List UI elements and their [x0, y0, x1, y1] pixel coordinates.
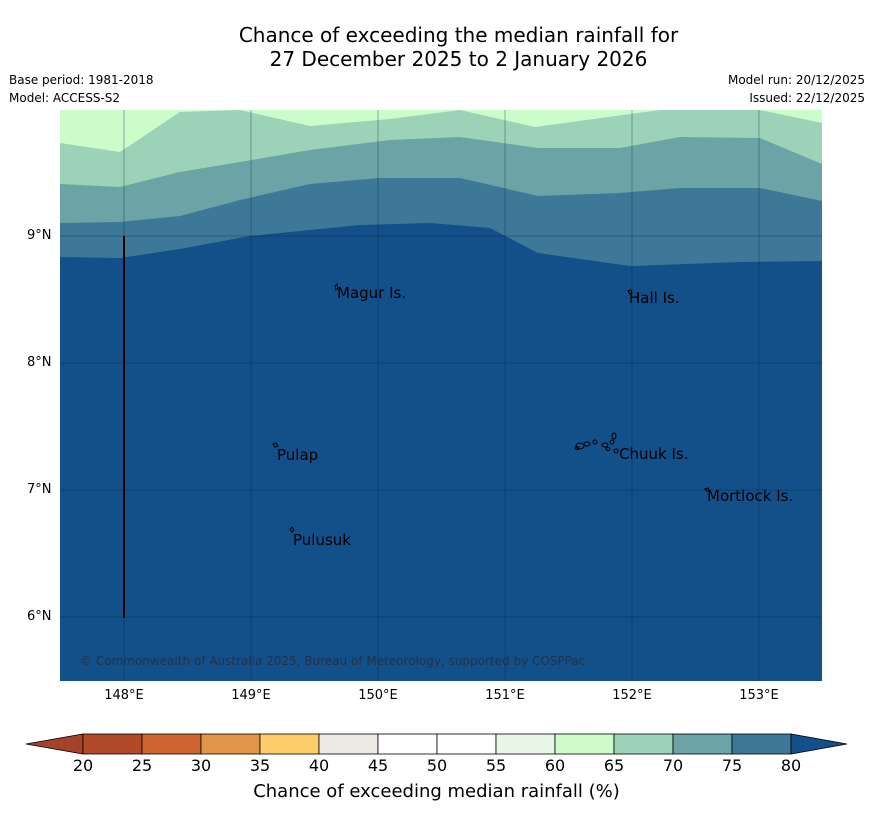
- label-hall-is: Hall Is.: [629, 289, 680, 307]
- y-tick-9n: 9°N: [27, 228, 52, 243]
- label-mortlock-is: Mortlock Is.: [707, 487, 794, 505]
- island-outlines: [272, 283, 711, 533]
- colorbar-tick-20: 20: [72, 756, 94, 775]
- model-run: Model run: 20/12/2025: [727, 73, 865, 87]
- grid-lines: [60, 110, 822, 681]
- copyright-notice: © Commonwealth of Australia 2025, Bureau…: [80, 654, 586, 668]
- chart-title: Chance of exceeding the median rainfall …: [0, 23, 873, 71]
- title-line-2: 27 December 2025 to 2 January 2026: [269, 47, 648, 71]
- colorbar: [25, 733, 848, 755]
- magur-island-shape: [334, 283, 339, 291]
- meta-left: Base period: 1981-2018 Model: ACCESS-S2: [9, 71, 154, 107]
- colorbar-segment-40-45: [318, 733, 379, 755]
- colorbar-segment-45-50: [377, 733, 438, 755]
- colorbar-segment-60-65: [554, 733, 615, 755]
- x-tick-150e: 150°E: [358, 688, 398, 703]
- band-60: [60, 110, 822, 152]
- colorbar-tick-50: 50: [426, 756, 448, 775]
- chuuk-lagoon-shapes: [574, 432, 619, 454]
- colorbar-segment-55-60: [495, 733, 556, 755]
- hall-island-shape: [627, 289, 633, 295]
- colorbar-tick-45: 45: [367, 756, 389, 775]
- y-tick-6n: 6°N: [27, 609, 52, 624]
- colorbar-segment-65-70: [613, 733, 674, 755]
- map-panel[interactable]: [60, 110, 822, 681]
- colorbar-tick-65: 65: [603, 756, 625, 775]
- colorbar-arrow-high: [790, 733, 848, 755]
- meta-right: Model run: 20/12/2025 Issued: 22/12/2025: [728, 71, 865, 107]
- colorbar-tick-40: 40: [308, 756, 330, 775]
- colorbar-tick-25: 25: [131, 756, 153, 775]
- band-65: [60, 110, 822, 187]
- colorbar-segment-25-30: [141, 733, 202, 755]
- colorbar-segment-70-75: [672, 733, 733, 755]
- colorbar-segment-75-80: [731, 733, 792, 755]
- x-tick-152e: 152°E: [612, 688, 652, 703]
- colorbar-tick-35: 35: [249, 756, 271, 775]
- pulap-island-shape: [272, 442, 279, 448]
- colorbar-title: Chance of exceeding median rainfall (%): [253, 781, 620, 802]
- model-name: Model: ACCESS-S2: [9, 91, 121, 105]
- colorbar-tick-70: 70: [662, 756, 684, 775]
- mortlock-island-shape: [704, 487, 711, 492]
- map-svg: [60, 110, 822, 681]
- x-tick-149e: 149°E: [231, 688, 271, 703]
- colorbar-segments: [25, 733, 848, 755]
- colorbar-tick-30: 30: [190, 756, 212, 775]
- x-tick-148e: 148°E: [104, 688, 144, 703]
- y-tick-7n: 7°N: [27, 482, 52, 497]
- colorbar-arrow-low: [25, 733, 84, 755]
- x-tick-153e: 153°E: [739, 688, 779, 703]
- colorbar-tick-55: 55: [485, 756, 507, 775]
- colorbar-tick-60: 60: [544, 756, 566, 775]
- title-line-1: Chance of exceeding the median rainfall …: [238, 23, 679, 47]
- y-tick-8n: 8°N: [27, 355, 52, 370]
- base-period: Base period: 1981-2018: [9, 73, 154, 87]
- label-chuuk-is: Chuuk Is.: [619, 445, 689, 463]
- label-magur-is: Magur Is.: [337, 284, 407, 302]
- colorbar-segment-30-35: [200, 733, 261, 755]
- pulusuk-island-shape: [289, 526, 295, 533]
- label-pulap: Pulap: [277, 446, 319, 464]
- colorbar-tick-75: 75: [721, 756, 743, 775]
- colorbar-segment-50-55: [436, 733, 497, 755]
- issued-date: Issued: 22/12/2025: [749, 91, 865, 105]
- colorbar-tick-80: 80: [780, 756, 802, 775]
- x-tick-151e: 151°E: [485, 688, 525, 703]
- colorbar-segment-20-25: [82, 733, 143, 755]
- colorbar-segment-35-40: [259, 733, 320, 755]
- label-pulusuk: Pulusuk: [293, 531, 351, 549]
